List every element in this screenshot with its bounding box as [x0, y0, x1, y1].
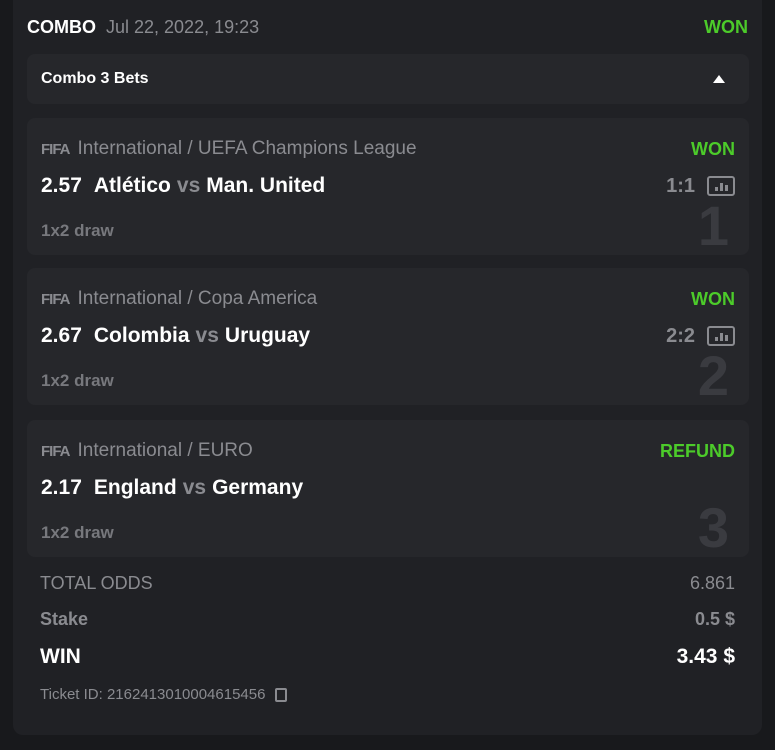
total-odds-row: TOTAL ODDS 6.861 — [40, 573, 735, 594]
vs-label: vs — [182, 476, 207, 499]
bet-index: 1 — [697, 194, 729, 255]
bet-status: REFUND — [660, 440, 735, 461]
away-team: Man. United — [206, 174, 326, 197]
bet-item: 3 FIFA International / EURO REFUND 2.17 … — [27, 420, 749, 557]
combo-label: Combo 3 Bets — [41, 70, 149, 87]
vs-label: vs — [195, 324, 219, 347]
home-team: Colombia — [93, 324, 190, 347]
match-score: 2:2 — [666, 324, 695, 347]
away-team: Germany — [212, 476, 304, 499]
bet-item: 2 FIFA International / Copa America WON … — [27, 268, 749, 405]
win-row: WIN 3.43 $ — [40, 645, 735, 669]
bet-status: WON — [691, 138, 735, 159]
win-label: WIN — [40, 645, 81, 668]
copy-icon[interactable] — [275, 687, 288, 702]
bet-type: COMBO — [27, 16, 96, 37]
match-score: 1:1 — [666, 174, 695, 197]
league-name: International / Copa America — [77, 288, 318, 309]
win-value: 3.43 $ — [676, 645, 735, 668]
stats-icon[interactable] — [707, 176, 735, 196]
bet-item: 1 FIFA International / UEFA Champions Le… — [27, 118, 749, 255]
home-team: Atlético — [93, 174, 171, 197]
league-name: International / UEFA Champions League — [77, 138, 417, 159]
vs-label: vs — [176, 174, 201, 197]
total-odds-value: 6.861 — [689, 573, 735, 593]
total-odds-label: TOTAL ODDS — [40, 573, 153, 593]
bet-index: 2 — [697, 344, 729, 405]
bet-odds: 2.17 — [41, 476, 82, 499]
market-label: 1x2 draw — [41, 221, 114, 240]
bet-index: 3 — [697, 496, 729, 557]
ticket-header: COMBO Jul 22, 2022, 19:23 WON — [27, 14, 748, 40]
ticket-status: WON — [704, 16, 748, 37]
caret-up-icon — [713, 75, 725, 83]
away-team: Uruguay — [224, 324, 311, 347]
combo-toggle[interactable]: Combo 3 Bets — [27, 54, 749, 104]
ticket-id-text: Ticket ID: 2162413010004615456 — [40, 686, 266, 703]
stake-label: Stake — [40, 609, 89, 629]
bet-odds: 2.67 — [41, 324, 82, 347]
stats-icon[interactable] — [707, 326, 735, 346]
league-name: International / EURO — [77, 440, 253, 461]
market-label: 1x2 draw — [41, 371, 114, 390]
ticket-id: Ticket ID: 2162413010004615456 — [40, 686, 288, 703]
bet-status: WON — [691, 288, 735, 309]
stake-value: 0.5 $ — [694, 609, 735, 629]
fifa-logo: FIFA — [41, 442, 70, 460]
fifa-logo: FIFA — [41, 140, 70, 158]
fifa-logo: FIFA — [41, 290, 70, 308]
stake-row: Stake 0.5 $ — [40, 609, 735, 630]
market-label: 1x2 draw — [41, 523, 114, 542]
bet-date: Jul 22, 2022, 19:23 — [106, 16, 260, 37]
home-team: England — [93, 476, 177, 499]
bet-odds: 2.57 — [41, 174, 82, 197]
